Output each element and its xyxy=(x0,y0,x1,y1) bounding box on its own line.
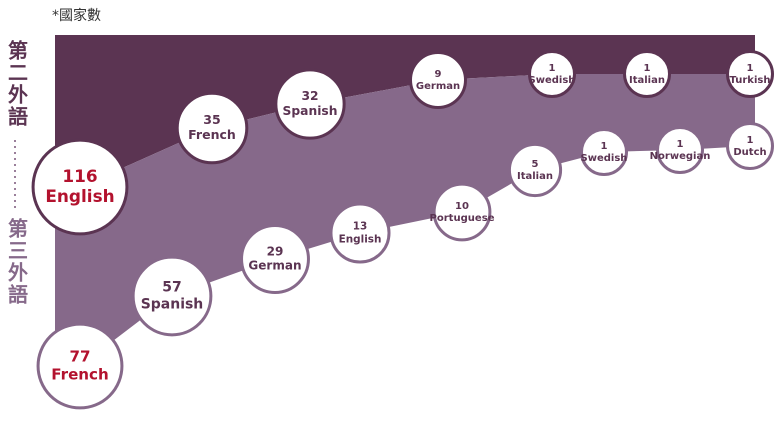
bubble xyxy=(131,255,213,337)
bubble-value: 57 xyxy=(162,280,181,296)
bubble xyxy=(580,128,628,176)
bubble xyxy=(726,50,774,98)
bubble-label: Italian xyxy=(517,171,553,182)
bubble-label: German xyxy=(416,81,460,92)
bubble-label: French xyxy=(188,127,236,142)
bubble xyxy=(507,142,563,198)
series-label: 第三外語 xyxy=(5,217,29,306)
bubble xyxy=(409,51,467,109)
bubble xyxy=(656,126,704,174)
note: *國家數 xyxy=(52,7,101,24)
bubble-label: English xyxy=(339,233,382,245)
bubble-value: 77 xyxy=(70,347,91,365)
bubble-value: 1 xyxy=(747,63,754,74)
series-label: 第二外語 xyxy=(5,39,29,128)
bubble-value: 1 xyxy=(601,141,608,152)
bubble xyxy=(274,68,346,140)
bubble-label: Spanish xyxy=(283,104,338,118)
bubble-value: 32 xyxy=(301,89,318,103)
bubble-label: Swedish xyxy=(529,75,576,86)
bubble-value: 10 xyxy=(455,201,469,212)
bubble-value: 5 xyxy=(532,159,539,170)
bubble-label: Dutch xyxy=(733,147,766,158)
bubble-value: 13 xyxy=(353,221,368,233)
bubble xyxy=(329,202,391,264)
bubble-label: French xyxy=(51,366,108,384)
bubble-label: English xyxy=(45,186,114,206)
bubble xyxy=(623,50,671,98)
bubble-value: 9 xyxy=(435,69,442,80)
bubble xyxy=(31,138,129,236)
bubble xyxy=(528,50,576,98)
bubble-label: Portuguese xyxy=(429,213,494,224)
bubble-label: Swedish xyxy=(581,153,628,164)
band-dark xyxy=(55,35,755,205)
bubble-value: 1 xyxy=(747,135,754,146)
bubble-label: German xyxy=(248,259,301,273)
bubble xyxy=(175,91,249,165)
bubble-value: 1 xyxy=(549,63,556,74)
bubble-label: Spanish xyxy=(141,296,204,312)
bubble-value: 35 xyxy=(203,112,220,127)
bubble xyxy=(726,122,774,170)
bubble xyxy=(36,322,124,410)
bubble-value: 116 xyxy=(62,166,97,186)
bubble-label: Italian xyxy=(629,75,665,86)
bubble-label: Norwegian xyxy=(650,151,711,162)
bubble xyxy=(432,182,492,242)
bubble-value: 1 xyxy=(677,139,684,150)
bubble-value: 1 xyxy=(644,63,651,74)
bubble-value: 29 xyxy=(267,244,284,258)
bubble-label: Turkish xyxy=(730,75,771,86)
bubble xyxy=(240,224,310,294)
